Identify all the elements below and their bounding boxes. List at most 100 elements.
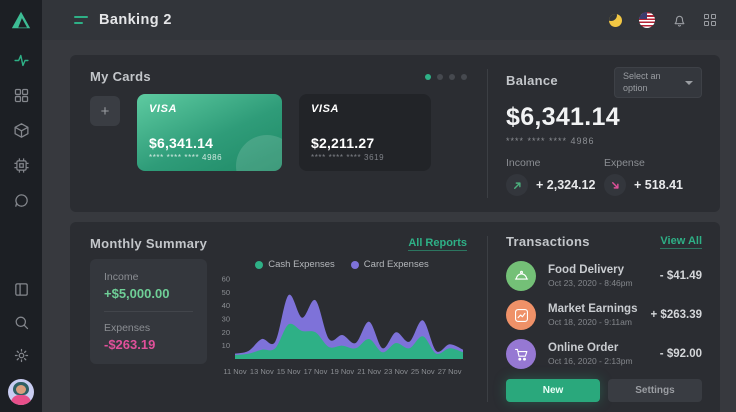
transaction-title: Market Earnings xyxy=(548,303,638,315)
topbar: Banking 2 xyxy=(42,0,736,40)
summary-expenses-label: Expenses xyxy=(104,322,151,334)
cards-row: + VISA $6,341.14 **** **** **** 4986 VIS… xyxy=(90,94,467,171)
apps-grid-icon[interactable] xyxy=(704,14,716,26)
avatar-face xyxy=(16,385,26,394)
layout-icon[interactable] xyxy=(12,280,30,298)
shopping-cart-icon xyxy=(506,339,536,369)
card-brand: VISA xyxy=(311,103,340,115)
balance-title: Balance xyxy=(506,73,558,88)
x-tick-label: 15 Nov xyxy=(276,367,301,376)
chart-x-axis-labels: 11 Nov 13 Nov 15 Nov 17 Nov 19 Nov 21 Nov 23 N… xyxy=(217,367,467,378)
carousel-dot[interactable] xyxy=(425,73,431,80)
x-tick-label: 11 Nov xyxy=(223,367,247,376)
new-button[interactable]: New xyxy=(506,379,600,402)
my-cards-title: My Cards xyxy=(90,69,151,84)
transaction-row[interactable]: Food Delivery Oct 23, 2020 - 8:46pm - $4… xyxy=(506,261,702,291)
package-icon[interactable] xyxy=(12,121,30,139)
x-tick-label: 13 Nov xyxy=(249,367,274,376)
transaction-row[interactable]: Market Earnings Oct 18, 2020 - 9:11am + … xyxy=(506,300,702,330)
my-cards-section: My Cards + VISA $6,341.14 xyxy=(70,55,487,212)
transaction-date: Oct 18, 2020 - 9:11am xyxy=(548,317,632,327)
expense-value: + 518.41 xyxy=(634,178,684,193)
chat-icon[interactable] xyxy=(12,191,30,209)
activity-icon[interactable] xyxy=(12,51,30,69)
panel-divider xyxy=(487,69,488,198)
svg-text:50: 50 xyxy=(222,288,230,297)
cards-balance-panel: My Cards + VISA $6,341.14 xyxy=(70,55,720,212)
transaction-amount: - $92.00 xyxy=(659,348,702,360)
carousel-dot[interactable] xyxy=(449,73,455,80)
bank-card-primary[interactable]: VISA $6,341.14 **** **** **** 4986 xyxy=(137,94,282,171)
balance-card-number: **** **** **** 4986 xyxy=(506,136,595,147)
x-tick-label: 23 Nov xyxy=(384,367,408,376)
transaction-row[interactable]: Online Order Oct 16, 2020 - 2:13pm - $92… xyxy=(506,339,702,369)
balance-amount: $6,341.14 xyxy=(506,103,620,132)
monthly-summary-title: Monthly Summary xyxy=(90,236,208,251)
legend-label: Card Expenses xyxy=(363,259,429,270)
settings-button[interactable]: Settings xyxy=(608,379,702,402)
transaction-date: Oct 23, 2020 - 8:46pm xyxy=(548,278,633,288)
legend-card-expenses[interactable]: Card Expenses xyxy=(350,259,429,270)
transaction-amount: + $263.39 xyxy=(650,309,702,321)
carousel-dot[interactable] xyxy=(461,73,467,80)
moon-icon[interactable] xyxy=(609,13,622,27)
income-expense-row: Income + 2,324.12 Expense xyxy=(506,157,702,197)
card-brand: VISA xyxy=(149,103,178,115)
app-logo-icon xyxy=(0,0,42,40)
carousel-dots xyxy=(425,73,467,80)
monthly-summary-section: Monthly Summary All Reports Income +$5,0… xyxy=(70,222,487,412)
food-dome-icon xyxy=(506,261,536,291)
bank-card-secondary[interactable]: VISA $2,211.27 **** **** **** 3619 xyxy=(299,94,431,171)
income-arrow-icon xyxy=(506,174,528,197)
transaction-title: Online Order xyxy=(548,342,619,354)
x-tick-label: 27 Nov xyxy=(437,367,462,376)
card-amount: $2,211.27 xyxy=(311,135,375,151)
user-avatar[interactable] xyxy=(8,379,34,405)
card-amount: $6,341.14 xyxy=(149,135,214,151)
legend-cash-expenses[interactable]: Cash Expenses xyxy=(255,259,335,270)
svg-text:60: 60 xyxy=(222,275,230,284)
svg-text:30: 30 xyxy=(222,315,230,324)
all-reports-link[interactable]: All Reports xyxy=(408,236,467,251)
settings-gear-icon[interactable] xyxy=(12,346,30,364)
menu-icon[interactable] xyxy=(74,16,88,24)
chart-area: Cash Expenses Card Expenses 10 20 30 40 50 60… xyxy=(217,259,467,378)
income-expenses-box: Income +$5,000.00 Expenses -$263.19 xyxy=(90,259,207,364)
balance-select-dropdown[interactable]: Select an option xyxy=(614,67,702,99)
market-chart-icon xyxy=(506,300,536,330)
summary-expenses-value: -$263.19 xyxy=(104,337,156,352)
transaction-date: Oct 16, 2020 - 2:13pm xyxy=(548,356,633,366)
transaction-title: Food Delivery xyxy=(548,264,625,276)
transactions-actions: New Settings xyxy=(506,369,702,402)
dashboard-content: My Cards + VISA $6,341.14 xyxy=(42,40,736,412)
avatar-body xyxy=(11,395,31,405)
sidebar xyxy=(0,0,42,412)
transactions-section: Transactions View All Food Delivery Oct … xyxy=(488,222,720,412)
x-tick-label: 21 Nov xyxy=(357,367,381,376)
legend-label: Cash Expenses xyxy=(268,259,335,270)
summary-income-label: Income xyxy=(104,271,139,283)
transaction-amount: - $41.49 xyxy=(659,270,702,282)
income-value: + 2,324.12 xyxy=(536,178,596,193)
income-label: Income xyxy=(506,157,541,170)
chip-icon[interactable] xyxy=(12,156,30,174)
legend-dot-cash xyxy=(255,260,264,269)
chevron-down-icon xyxy=(685,80,693,85)
svg-text:10: 10 xyxy=(222,341,230,350)
x-tick-label: 19 Nov xyxy=(330,367,355,376)
add-card-button[interactable]: + xyxy=(90,96,120,126)
svg-text:40: 40 xyxy=(222,301,230,310)
dropdown-label: Select an option xyxy=(623,71,661,93)
expense-block: Expense + 518.41 xyxy=(604,157,702,197)
search-icon[interactable] xyxy=(12,313,30,331)
sidebar-nav xyxy=(12,51,30,209)
carousel-dot[interactable] xyxy=(437,73,443,80)
topbar-actions xyxy=(609,12,716,28)
dashboard-grid-icon[interactable] xyxy=(12,86,30,104)
us-flag-icon[interactable] xyxy=(639,12,655,28)
legend-dot-card xyxy=(350,260,359,269)
view-all-link[interactable]: View All xyxy=(660,234,702,249)
bell-icon[interactable] xyxy=(672,13,687,28)
income-block: Income + 2,324.12 xyxy=(506,157,604,197)
